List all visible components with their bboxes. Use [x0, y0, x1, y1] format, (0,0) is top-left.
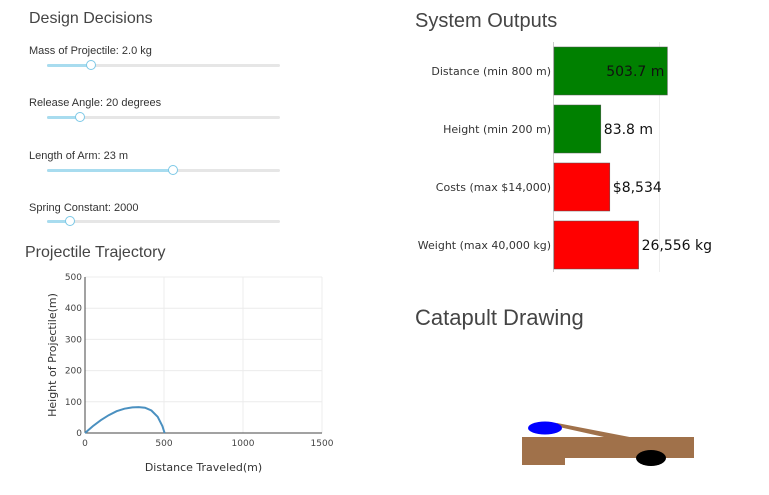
bars-group: Distance (min 800 m) 503.7 m Height (min 2… [418, 46, 712, 270]
bar-3 [553, 220, 639, 270]
arm-length-slider-handle[interactable] [167, 165, 178, 175]
angle-slider[interactable] [47, 112, 280, 122]
bar-value-label: 503.7 m [606, 64, 664, 80]
bar-value-label: 26,556 kg [642, 238, 712, 254]
trajectory-y-tick-label: 100 [65, 398, 82, 408]
trajectory-y-axis-label: Height of Projectile(m) [46, 293, 59, 417]
trajectory-title: Projectile Trajectory [25, 244, 166, 261]
trajectory-grid [85, 276, 323, 433]
trajectory-chart[interactable]: 0 500 1000 1500 0 100 200 300 400 500 Distance Tr… [40, 268, 340, 480]
arm-length-slider[interactable] [47, 165, 280, 175]
trajectory-y-tick-label: 300 [65, 335, 82, 345]
design-decisions-title: Design Decisions [29, 10, 153, 27]
bar-2 [553, 162, 611, 212]
catapult-arm [550, 423, 640, 445]
bar-value-label: 83.8 m [604, 122, 653, 138]
bar-category-label: Costs (max $14,000) [436, 181, 551, 194]
trajectory-x-axis-label: Distance Traveled(m) [145, 461, 262, 474]
bar-category-label: Height (min 200 m) [443, 123, 551, 136]
spring-slider-handle[interactable] [65, 216, 76, 226]
bar-value-label: $8,534 [613, 180, 662, 196]
catapult-wheel [636, 450, 666, 466]
angle-slider-handle[interactable] [74, 112, 85, 122]
angle-slider-fill [47, 116, 80, 119]
bar-0 [553, 46, 668, 96]
system-outputs-chart[interactable]: Distance (min 800 m) 503.7 m Height (min 2… [410, 40, 750, 275]
angle-slider-label: Release Angle: 20 degrees [29, 97, 162, 109]
bar-category-label: Distance (min 800 m) [431, 65, 551, 78]
trajectory-y-tick-label: 500 [65, 273, 82, 283]
system-outputs-title: System Outputs [415, 10, 558, 32]
catapult-drawing [522, 421, 694, 466]
catapult-projectile [528, 421, 562, 435]
trajectory-ticks: 0 500 1000 1500 0 100 200 300 400 500 [65, 273, 334, 449]
mass-slider-label: Mass of Projectile: 2.0 kg [29, 45, 152, 57]
catapult-base-upper [522, 437, 694, 458]
arm-length-slider-label: Length of Arm: 23 m [29, 150, 129, 162]
spring-slider[interactable] [47, 216, 280, 226]
trajectory-x-tick-label: 500 [155, 439, 172, 449]
trajectory-series-line [84, 406, 166, 434]
trajectory-y-tick-label: 0 [76, 429, 82, 439]
arm-length-slider-fill [47, 169, 173, 172]
mass-slider[interactable] [47, 60, 280, 70]
spring-slider-label: Spring Constant: 2000 [29, 202, 139, 214]
bar-category-label: Weight (max 40,000 kg) [418, 239, 551, 252]
bar-1 [553, 104, 602, 154]
spring-slider-fill [47, 220, 71, 223]
catapult-drawing-title: Catapult Drawing [415, 305, 584, 330]
mass-slider-handle[interactable] [86, 60, 97, 70]
trajectory-y-tick-label: 200 [65, 367, 82, 377]
trajectory-y-tick-label: 400 [65, 304, 82, 314]
trajectory-x-tick-label: 0 [82, 439, 88, 449]
trajectory-x-tick-label: 1000 [232, 439, 255, 449]
mass-slider-fill [47, 64, 92, 67]
trajectory-x-tick-label: 1500 [311, 439, 334, 449]
